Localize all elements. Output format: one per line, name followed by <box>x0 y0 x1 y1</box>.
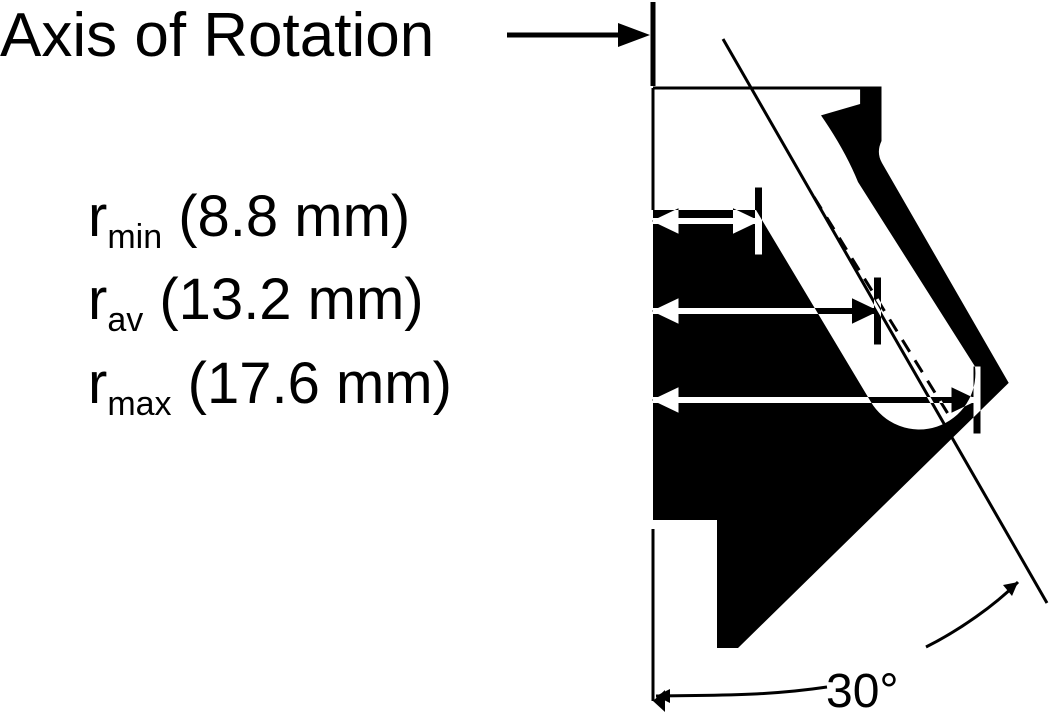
svg-text:30°: 30° <box>826 665 899 718</box>
svg-text:Axis of Rotation: Axis of Rotation <box>0 1 434 70</box>
